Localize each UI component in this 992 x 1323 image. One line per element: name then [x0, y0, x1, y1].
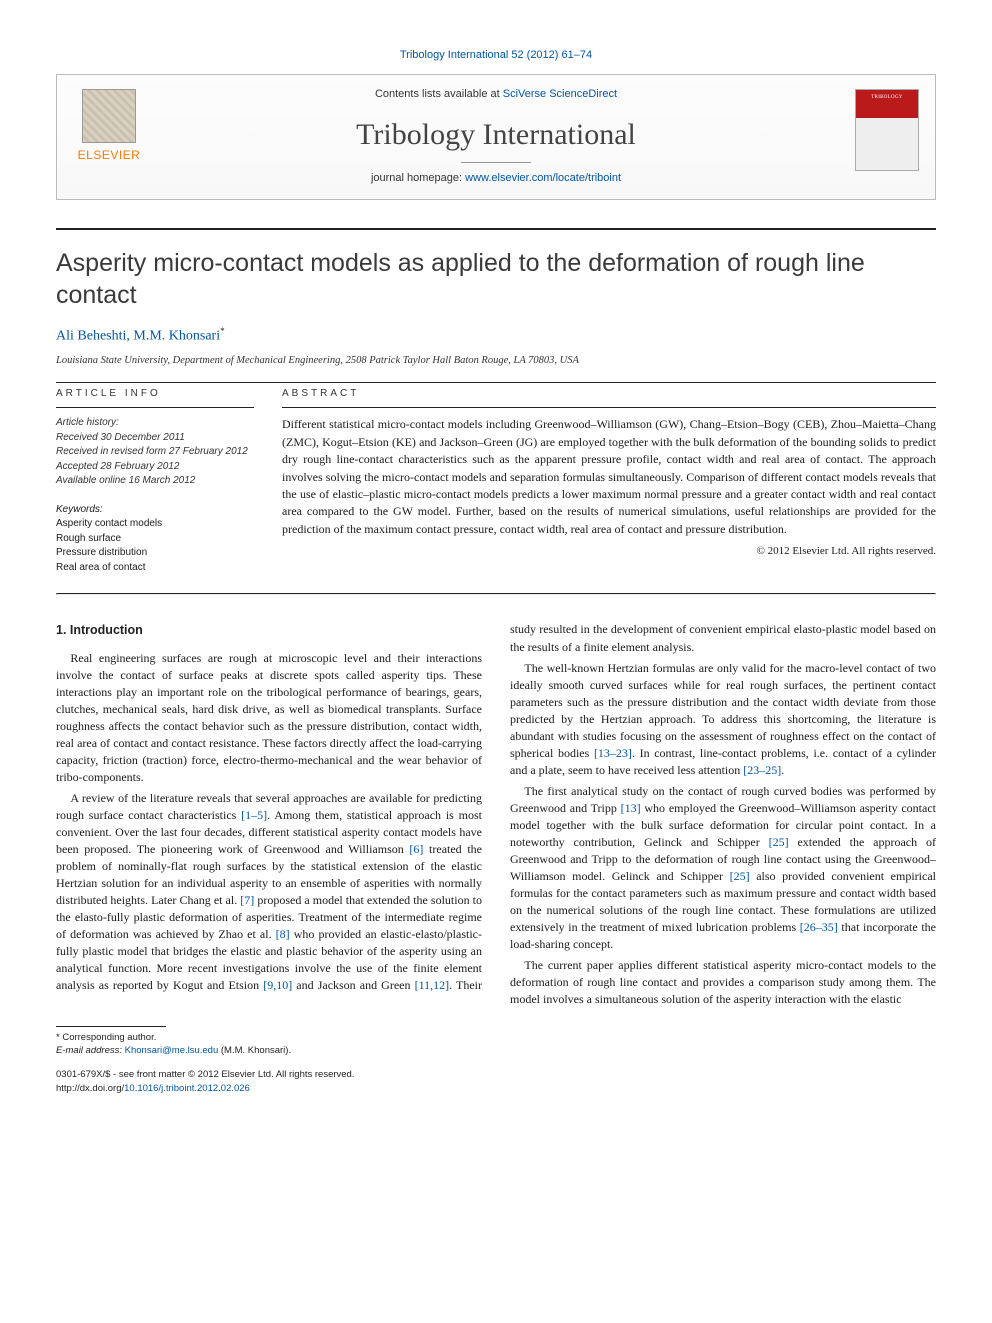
homepage-link[interactable]: www.elsevier.com/locate/triboint: [465, 172, 621, 184]
front-matter-line: 0301-679X/$ - see front matter © 2012 El…: [56, 1068, 461, 1082]
citation-link[interactable]: [26–35]: [800, 920, 838, 934]
authors: Ali Beheshti, M.M. Khonsari*: [56, 325, 936, 347]
keyword: Pressure distribution: [56, 546, 254, 561]
body-paragraph: The current paper applies different stat…: [510, 957, 936, 1008]
article-body: 1. Introduction Real engineering surface…: [56, 621, 936, 1008]
citation-link[interactable]: [25]: [769, 835, 789, 849]
keyword: Asperity contact models: [56, 517, 254, 532]
author-link[interactable]: Ali Beheshti, M.M. Khonsari: [56, 328, 220, 343]
citation-link[interactable]: [13]: [621, 801, 641, 815]
keywords-label: Keywords:: [56, 503, 254, 518]
citation-link[interactable]: [6]: [409, 842, 423, 856]
doi-prefix: http://dx.doi.org/: [56, 1083, 124, 1094]
contents-line: Contents lists available at SciVerse Sci…: [167, 87, 825, 103]
citation-link[interactable]: [1–5]: [241, 808, 267, 822]
body-text: and Jackson and Green: [292, 978, 414, 992]
history-received: Received 30 December 2011: [56, 431, 254, 446]
elsevier-logo: ELSEVIER: [73, 89, 145, 167]
abstract-copyright: © 2012 Elsevier Ltd. All rights reserved…: [282, 544, 936, 560]
info-label: ARTICLE INFO: [56, 387, 254, 402]
abstract-text: Different statistical micro-contact mode…: [282, 416, 936, 538]
keyword: Real area of contact: [56, 561, 254, 576]
citation-link[interactable]: [11,12]: [415, 978, 450, 992]
corr-mark: *: [220, 326, 225, 336]
article-title: Asperity micro-contact models as applied…: [56, 248, 936, 311]
sciencedirect-link[interactable]: SciVerse ScienceDirect: [503, 88, 617, 100]
section-heading-intro: 1. Introduction: [56, 621, 482, 639]
body-paragraph: The well-known Hertzian formulas are onl…: [510, 660, 936, 779]
abstract-block: ABSTRACT Different statistical micro-con…: [282, 387, 936, 576]
abstract-label: ABSTRACT: [282, 387, 936, 402]
cover-title: TRIBOLOGY: [871, 94, 903, 101]
citation-link[interactable]: [7]: [240, 893, 254, 907]
citation-link[interactable]: [9,10]: [263, 978, 292, 992]
body-text: .: [781, 763, 784, 777]
email-line: E-mail address: Khonsari@me.lsu.edu (M.M…: [56, 1045, 461, 1058]
rule-under-affil: [56, 382, 936, 383]
doi-link[interactable]: 10.1016/j.triboint.2012.02.026: [124, 1083, 250, 1094]
email-label: E-mail address:: [56, 1045, 125, 1056]
corresponding-author-note: * Corresponding author.: [56, 1032, 461, 1045]
body-paragraph: Real engineering surfaces are rough at m…: [56, 650, 482, 786]
keyword: Rough surface: [56, 532, 254, 547]
journal-cover-thumbnail: TRIBOLOGY: [855, 89, 919, 171]
footnote-rule: [56, 1026, 166, 1027]
homepage-prefix: journal homepage:: [371, 172, 465, 184]
history-accepted: Accepted 28 February 2012: [56, 460, 254, 475]
history-online: Available online 16 March 2012: [56, 474, 254, 489]
body-paragraph: The first analytical study on the contac…: [510, 783, 936, 953]
history-revised: Received in revised form 27 February 201…: [56, 445, 254, 460]
email-person: (M.M. Khonsari).: [218, 1045, 291, 1056]
rule-under-abstract: [56, 593, 936, 595]
issue-reference-link[interactable]: Tribology International 52 (2012) 61–74: [400, 49, 592, 61]
elsevier-tree-icon: [82, 89, 136, 143]
journal-header: ELSEVIER TRIBOLOGY Contents lists availa…: [56, 74, 936, 200]
article-info: ARTICLE INFO Article history: Received 3…: [56, 387, 254, 576]
author-email-link[interactable]: Khonsari@me.lsu.edu: [125, 1045, 219, 1056]
citation-link[interactable]: [23–25]: [743, 763, 781, 777]
issue-reference: Tribology International 52 (2012) 61–74: [56, 48, 936, 64]
citation-link[interactable]: [25]: [730, 869, 750, 883]
doi-line: http://dx.doi.org/10.1016/j.triboint.201…: [56, 1082, 461, 1096]
homepage-line: journal homepage: www.elsevier.com/locat…: [167, 171, 825, 187]
rule-top: [56, 228, 936, 230]
citation-link[interactable]: [13–23]: [594, 746, 632, 760]
citation-link[interactable]: [8]: [276, 927, 290, 941]
journal-name: Tribology International: [167, 113, 825, 157]
affiliation: Louisiana State University, Department o…: [56, 353, 936, 368]
contents-prefix: Contents lists available at: [375, 88, 503, 100]
elsevier-label: ELSEVIER: [78, 147, 141, 164]
history-label: Article history:: [56, 416, 254, 431]
